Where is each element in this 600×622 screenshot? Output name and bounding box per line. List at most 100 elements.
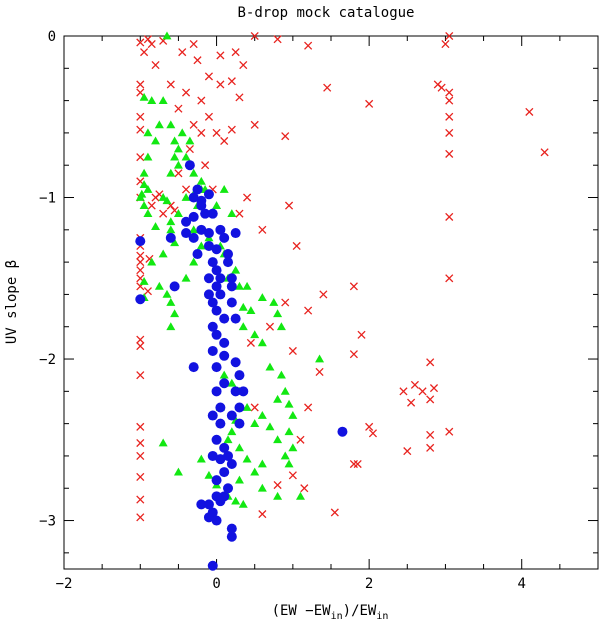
data-point bbox=[257, 293, 267, 302]
data-point bbox=[173, 209, 183, 218]
data-point bbox=[203, 512, 214, 523]
data-point bbox=[147, 96, 157, 104]
data-point bbox=[136, 153, 145, 162]
data-point bbox=[136, 472, 145, 481]
data-point bbox=[162, 289, 172, 298]
data-point bbox=[207, 410, 218, 421]
data-point bbox=[231, 265, 241, 274]
axis-tick-labels: −2 0 2 4 0 −1 −2 −3 bbox=[39, 29, 526, 592]
data-point bbox=[203, 240, 214, 251]
data-point bbox=[250, 419, 260, 428]
data-point bbox=[203, 289, 214, 300]
data-point bbox=[181, 88, 191, 97]
data-point bbox=[437, 83, 446, 92]
data-point bbox=[211, 386, 222, 397]
data-point bbox=[173, 160, 183, 169]
data-point bbox=[296, 435, 305, 444]
data-point bbox=[135, 294, 146, 305]
data-point bbox=[136, 371, 145, 380]
data-point bbox=[220, 136, 229, 146]
data-point bbox=[353, 459, 362, 469]
x-axis-label-main: (EW −EW bbox=[272, 603, 332, 619]
x-axis-label-mid: )/EW bbox=[343, 603, 377, 619]
data-point bbox=[139, 180, 149, 188]
data-point bbox=[211, 305, 222, 316]
data-point bbox=[192, 249, 203, 260]
data-point bbox=[349, 282, 358, 291]
data-point bbox=[227, 378, 237, 387]
data-point bbox=[223, 483, 234, 494]
data-point bbox=[170, 152, 180, 161]
data-point bbox=[207, 450, 218, 461]
data-point bbox=[258, 225, 267, 234]
data-point bbox=[165, 232, 176, 243]
data-point bbox=[226, 281, 237, 292]
data-point bbox=[219, 467, 230, 478]
data-point bbox=[143, 128, 153, 137]
data-point bbox=[445, 88, 454, 97]
y-tick-label: −3 bbox=[39, 514, 56, 530]
data-point bbox=[211, 244, 222, 255]
data-point bbox=[147, 201, 156, 210]
data-point bbox=[136, 258, 145, 267]
data-point bbox=[273, 435, 283, 444]
x-tick-label: 4 bbox=[517, 576, 525, 592]
data-point bbox=[136, 513, 145, 522]
data-point bbox=[196, 224, 207, 235]
data-point bbox=[189, 168, 199, 177]
data-point bbox=[284, 459, 294, 468]
data-point bbox=[203, 273, 214, 284]
data-point bbox=[170, 136, 180, 145]
data-point bbox=[315, 367, 324, 377]
data-point bbox=[196, 454, 206, 463]
data-point bbox=[323, 83, 332, 92]
data-point bbox=[184, 160, 195, 171]
data-point bbox=[139, 277, 149, 285]
data-point bbox=[204, 470, 214, 479]
data-point bbox=[265, 322, 275, 331]
data-point bbox=[227, 77, 236, 86]
data-point bbox=[219, 378, 230, 389]
data-point bbox=[227, 427, 237, 436]
data-point bbox=[207, 321, 218, 332]
data-point bbox=[139, 201, 149, 209]
data-point bbox=[185, 136, 195, 145]
data-point bbox=[281, 298, 290, 307]
data-point bbox=[281, 132, 290, 141]
data-point bbox=[207, 560, 218, 571]
data-point bbox=[189, 225, 199, 234]
data-point bbox=[188, 192, 199, 203]
data-point bbox=[216, 51, 225, 60]
data-point bbox=[166, 225, 176, 234]
data-point bbox=[158, 438, 168, 447]
data-point bbox=[166, 80, 175, 89]
data-point bbox=[230, 357, 241, 368]
data-point bbox=[250, 467, 260, 476]
data-point bbox=[139, 92, 149, 101]
data-point bbox=[166, 298, 176, 306]
data-point bbox=[140, 48, 149, 57]
data-point bbox=[211, 475, 222, 486]
data-point bbox=[207, 345, 218, 356]
data-point bbox=[136, 451, 145, 460]
data-point bbox=[137, 189, 147, 198]
data-point bbox=[211, 434, 222, 445]
data-point bbox=[445, 96, 454, 105]
data-point bbox=[136, 112, 145, 121]
data-point bbox=[178, 48, 187, 57]
series-triangle bbox=[135, 31, 325, 508]
data-point bbox=[234, 443, 244, 452]
data-point bbox=[525, 107, 534, 116]
data-point bbox=[223, 257, 234, 268]
data-point bbox=[429, 384, 439, 393]
data-point bbox=[288, 443, 298, 452]
y-axis-label: UV slope β bbox=[4, 260, 20, 344]
data-point bbox=[238, 386, 249, 397]
data-point bbox=[215, 496, 226, 507]
data-point bbox=[445, 274, 454, 283]
series-x bbox=[136, 31, 549, 522]
data-point bbox=[273, 309, 283, 318]
data-point bbox=[219, 350, 230, 361]
data-point bbox=[215, 402, 226, 413]
data-point bbox=[212, 201, 222, 209]
